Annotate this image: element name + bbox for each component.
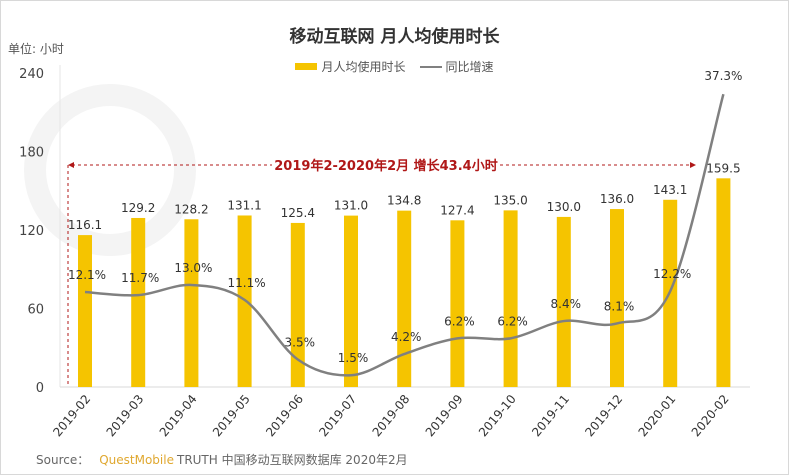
bar xyxy=(716,178,731,387)
growth-line xyxy=(84,93,725,377)
chart-title: 移动互联网 月人均使用时长 xyxy=(289,27,500,47)
bar-value-label: 159.5 xyxy=(706,161,740,175)
bar-value-label: 116.1 xyxy=(68,218,102,232)
legend-line-label: 同比增速 xyxy=(445,60,494,74)
bar-value-label: 125.4 xyxy=(281,206,315,220)
x-tick-label: 2019-05 xyxy=(210,392,253,439)
bar-value-label: 135.0 xyxy=(493,193,527,207)
bar xyxy=(397,210,412,387)
arrowhead-left-icon xyxy=(68,162,74,168)
bar xyxy=(450,220,465,387)
x-tick-label: 2019-06 xyxy=(263,392,306,439)
line-value-label: 8.1% xyxy=(604,299,635,313)
line-value-label: 4.2% xyxy=(391,330,422,344)
legend-bar-swatch xyxy=(295,63,318,70)
bar xyxy=(78,235,92,387)
bar-value-label: 136.0 xyxy=(600,192,634,206)
bar xyxy=(556,216,571,387)
x-tick-label: 2019-08 xyxy=(370,392,413,439)
source-note: Source： QuestMobile TRUTH 中国移动互联网数据库 2020年… xyxy=(36,451,408,468)
watermark-logo xyxy=(24,84,196,256)
line-value-label: 6.2% xyxy=(444,314,475,328)
x-tick-label: 2019-07 xyxy=(316,392,359,439)
y-tick-label: 180 xyxy=(19,146,44,161)
legend-bar-label: 月人均使用时长 xyxy=(321,60,406,74)
source-text: TRUTH 中国移动互联网数据库 2020年2月 xyxy=(176,453,408,467)
source-brand: QuestMobile xyxy=(99,453,174,467)
bar xyxy=(290,222,305,387)
unit-label: 单位: 小时 xyxy=(8,42,64,56)
y-tick-label: 120 xyxy=(19,224,44,239)
arrowhead-right-icon xyxy=(690,162,696,168)
x-tick-label: 2019-04 xyxy=(157,392,200,439)
bar-value-label: 131.0 xyxy=(334,199,368,213)
x-tick-label: 2019-02 xyxy=(50,392,93,439)
line-value-label: 11.7% xyxy=(121,271,159,285)
bar xyxy=(344,215,358,387)
legend-line-swatch xyxy=(419,65,442,68)
bar-value-label: 127.4 xyxy=(440,203,474,217)
line-value-label: 8.4% xyxy=(551,297,582,311)
x-tick-label: 2020-02 xyxy=(689,392,732,439)
x-tick-label: 2019-03 xyxy=(104,392,147,439)
annotation-label: 2019年2-2020年2月 增长43.4小时 xyxy=(274,158,497,174)
x-tick-label: 2019-10 xyxy=(476,392,519,439)
y-tick-label: 0 xyxy=(36,381,44,396)
line-value-label: 3.5% xyxy=(285,336,316,350)
line-value-label: 1.5% xyxy=(338,351,369,365)
bar xyxy=(131,217,146,387)
bar-value-label: 131.1 xyxy=(227,198,261,212)
bar-value-label: 134.8 xyxy=(387,194,421,208)
bar xyxy=(503,210,518,387)
line-value-label: 13.0% xyxy=(174,261,212,275)
y-tick-label: 60 xyxy=(27,303,44,318)
x-tick-label: 2020-01 xyxy=(636,392,679,439)
bar xyxy=(184,219,199,387)
bar-value-label: 128.2 xyxy=(174,202,208,216)
bar-value-label: 143.1 xyxy=(653,183,687,197)
line-value-label: 12.2% xyxy=(653,267,691,281)
y-tick-label: 240 xyxy=(19,67,44,82)
bar-value-label: 130.0 xyxy=(547,200,581,214)
x-tick-label: 2019-11 xyxy=(529,392,572,439)
legend: 月人均使用时长 同比增速 xyxy=(0,58,789,75)
bar xyxy=(610,209,624,387)
line-value-label: 12.1% xyxy=(68,268,106,282)
line-value-label: 37.3% xyxy=(704,69,742,83)
x-tick-label: 2019-12 xyxy=(582,392,625,439)
line-value-label: 6.2% xyxy=(497,314,528,328)
x-tick-label: 2019-09 xyxy=(423,392,466,439)
line-value-label: 11.1% xyxy=(228,276,266,290)
source-prefix: Source： xyxy=(36,453,90,467)
bar-value-label: 129.2 xyxy=(121,201,155,215)
